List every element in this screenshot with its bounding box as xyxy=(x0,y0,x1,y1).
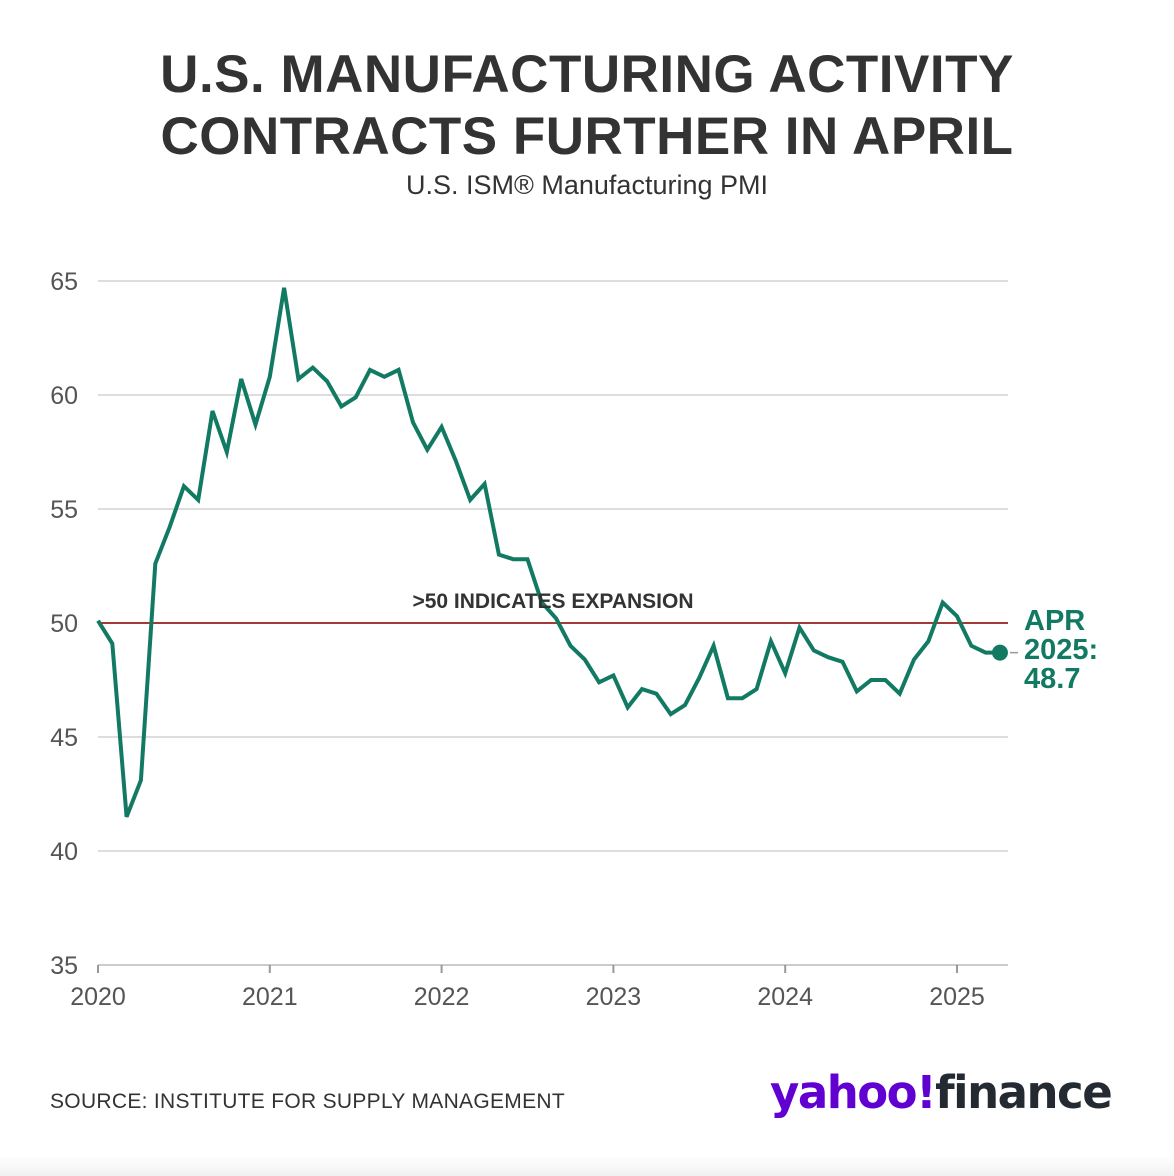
threshold-label: >50 INDICATES EXPANSION xyxy=(412,590,693,613)
title-line-2: CONTRACTS FURTHER IN APRIL xyxy=(160,107,1014,166)
x-tick-label: 2021 xyxy=(242,983,298,1011)
annotation-line-1: APR xyxy=(1024,605,1085,637)
bottom-fade xyxy=(0,1156,1174,1176)
x-tick-label: 2022 xyxy=(414,983,470,1011)
x-tick-label: 2024 xyxy=(757,983,813,1011)
y-tick-label: 60 xyxy=(50,382,78,410)
yahoo-finance-logo: yahoo!finance xyxy=(770,1066,1113,1119)
y-tick-label: 40 xyxy=(50,838,78,866)
pmi-series-line xyxy=(96,287,1000,818)
y-tick-label: 35 xyxy=(50,952,78,980)
x-tick-label: 2025 xyxy=(929,983,985,1011)
line-chart: 35 40 45 50 55 60 65 2020 2021 2022 2023 2024 2025 >5… xyxy=(50,268,1098,1011)
y-tick-label: 50 xyxy=(50,610,78,638)
source-note: SOURCE: INSTITUTE FOR SUPPLY MANAGEMENT xyxy=(50,1090,565,1113)
title-line-1: U.S. MANUFACTURING ACTIVITY xyxy=(160,45,1014,104)
logo-finance: finance xyxy=(935,1066,1113,1119)
annotation-line-2: 2025: xyxy=(1024,634,1098,666)
x-tick-label: 2023 xyxy=(586,983,642,1011)
logo-yahoo: yahoo! xyxy=(770,1066,937,1119)
chart-subtitle: U.S. ISM® Manufacturing PMI xyxy=(405,170,768,200)
y-tick-label: 55 xyxy=(50,496,78,524)
x-tick-label: 2020 xyxy=(70,983,126,1011)
y-tick-label: 65 xyxy=(50,268,78,296)
y-tick-label: 45 xyxy=(50,724,78,752)
chart-title: U.S. MANUFACTURING ACTIVITY CONTRACTS FU… xyxy=(0,44,1174,168)
annotation-line-3: 48.7 xyxy=(1024,663,1080,695)
latest-point-marker xyxy=(991,644,1008,661)
